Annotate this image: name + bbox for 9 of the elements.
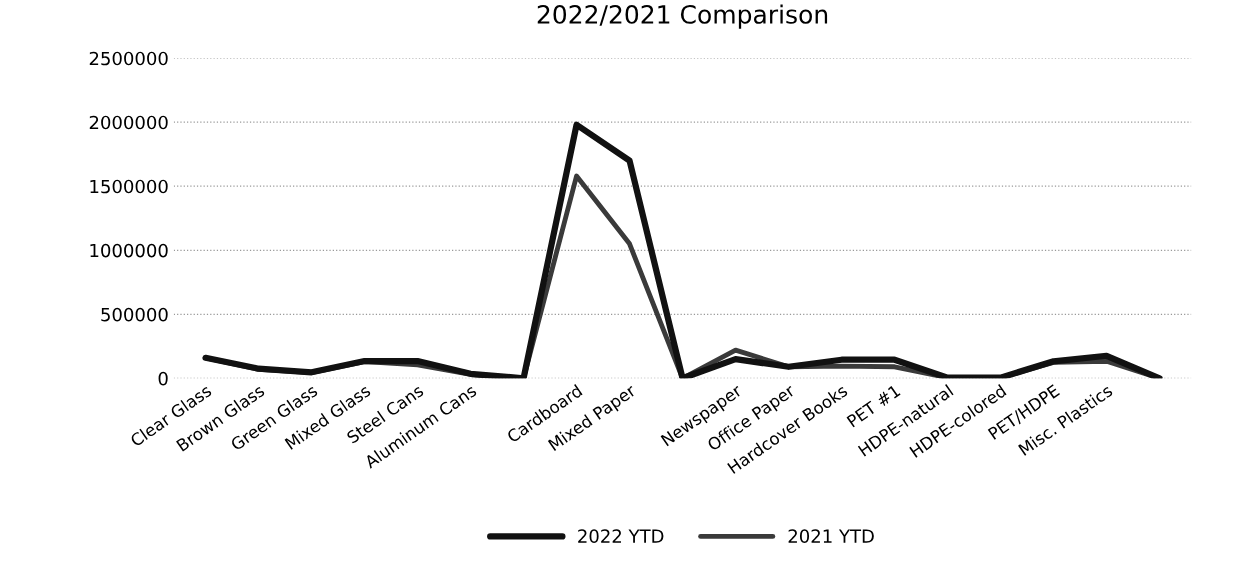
chart-title: 2022/2021 Comparison <box>537 4 828 29</box>
y-tick-label: 500000 <box>101 307 168 322</box>
y-tick-label: 2000000 <box>89 115 168 130</box>
y-tick-label: 1000000 <box>90 243 168 258</box>
y-tick-label: 2500000 <box>89 51 168 66</box>
y-tick-label: 0 <box>158 371 168 386</box>
legend-label: 2022 YTD <box>578 529 664 543</box>
legend-label: 2021 YTD <box>788 529 874 543</box>
y-tick-label: 1500000 <box>90 179 168 194</box>
